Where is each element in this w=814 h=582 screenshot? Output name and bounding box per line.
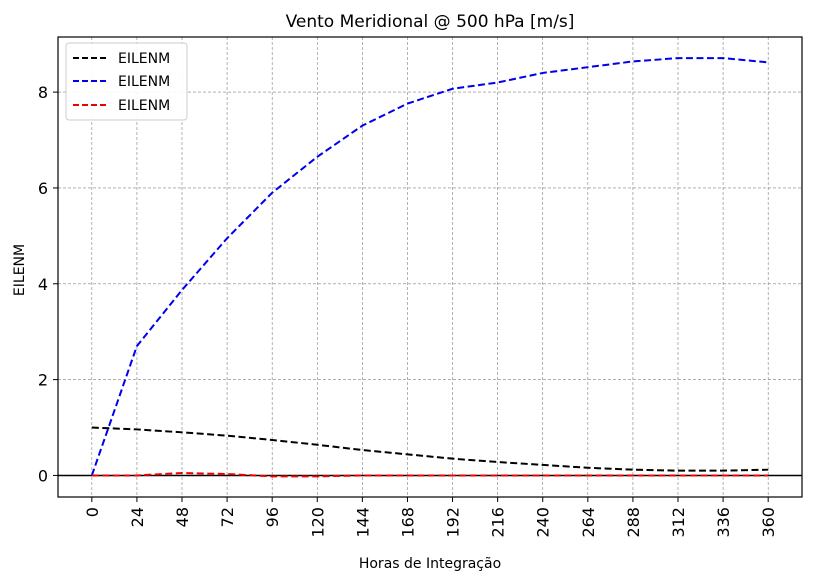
- axis-ticks: 0 24 48 72 96 120 144 168 192 216 240 264 288 312 336 3…: [38, 83, 778, 537]
- x-tick-label: 240: [534, 507, 553, 538]
- series-group: [90, 57, 769, 478]
- legend-box: [65, 42, 188, 121]
- plot-area-frame: [57, 36, 803, 498]
- y-tick-label: 0: [38, 466, 48, 485]
- x-tick-label: 144: [353, 507, 372, 538]
- chart-title: Vento Meridional @ 500 hPa [m/s]: [286, 12, 575, 32]
- x-tick-label: 360: [759, 507, 778, 538]
- x-tick-label: 120: [308, 507, 327, 538]
- x-axis-label: Horas de Integração: [359, 556, 501, 572]
- x-tick-label: 312: [669, 507, 688, 538]
- x-tick-label: 216: [489, 507, 508, 538]
- y-tick-label: 8: [38, 83, 48, 102]
- x-tick-label: 168: [398, 507, 417, 538]
- y-tick-label: 6: [38, 179, 48, 198]
- legend-label-2: EILENM: [118, 74, 170, 90]
- x-tick-label: 264: [579, 507, 598, 538]
- legend-label-1: EILENM: [118, 51, 170, 67]
- x-tick-label: 48: [173, 507, 192, 527]
- y-tick-label: 4: [38, 275, 48, 294]
- series-line-3: [91, 472, 769, 478]
- legend: EILENM EILENM EILENM: [65, 42, 188, 121]
- series-line-1: [91, 426, 769, 472]
- series-line-2: [90, 57, 769, 476]
- legend-label-3: EILENM: [118, 98, 170, 114]
- x-tick-label: 96: [263, 507, 282, 527]
- x-tick-label: 288: [624, 507, 643, 538]
- x-tick-label: 72: [218, 507, 237, 527]
- y-tick-label: 2: [38, 371, 48, 390]
- x-tick-label: 192: [444, 507, 463, 538]
- y-axis-label: EILENM: [12, 244, 28, 296]
- x-tick-label: 0: [83, 507, 102, 517]
- x-tick-label: 336: [714, 507, 733, 538]
- x-tick-label: 24: [128, 507, 147, 527]
